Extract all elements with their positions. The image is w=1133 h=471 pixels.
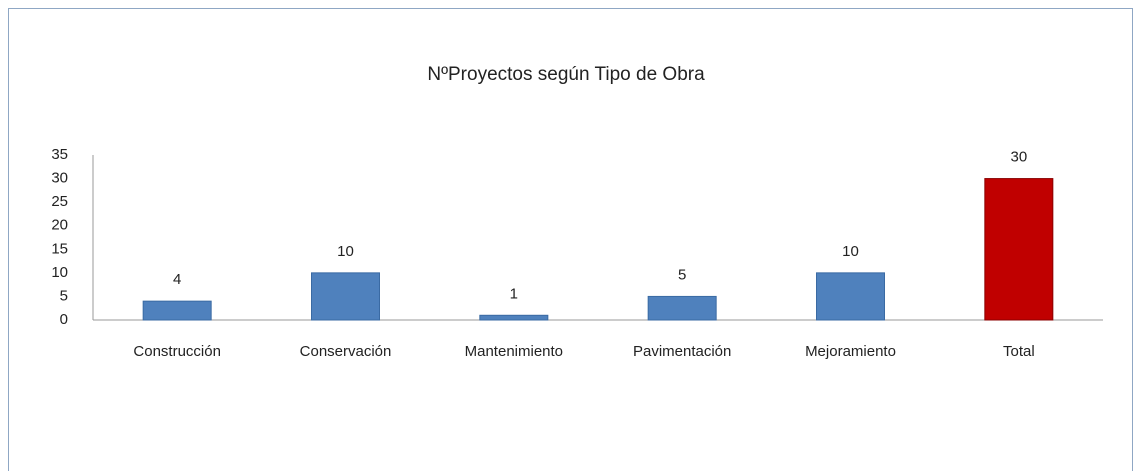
bar: [142, 300, 212, 321]
data-label: 5: [678, 266, 686, 283]
y-tick-label: 15: [51, 240, 68, 257]
y-tick-label: 0: [60, 311, 68, 328]
bar: [311, 272, 380, 321]
data-label: 1: [510, 285, 518, 302]
y-tick-label: 35: [51, 146, 68, 163]
data-label: 10: [337, 243, 354, 260]
x-tick-label: Construcción: [133, 343, 221, 360]
data-label: 30: [1010, 149, 1027, 166]
bar: [984, 178, 1054, 321]
x-tick-label: Conservación: [300, 343, 392, 360]
data-label: 10: [842, 243, 859, 260]
y-tick-label: 20: [51, 217, 68, 234]
data-label: 4: [173, 271, 181, 288]
bar: [647, 295, 717, 321]
bar: [479, 314, 549, 321]
x-tick-label: Mantenimiento: [465, 343, 563, 360]
y-tick-label: 5: [60, 287, 68, 304]
x-tick-label: Pavimentación: [633, 343, 731, 360]
y-tick-label: 30: [51, 170, 68, 187]
y-tick-label: 10: [51, 264, 68, 281]
chart-frame: [8, 8, 1133, 471]
chart-title: NºProyectos según Tipo de Obra: [427, 64, 705, 85]
y-tick-label: 25: [51, 193, 68, 210]
x-tick-label: Total: [1003, 343, 1035, 360]
x-tick-label: Mejoramiento: [805, 343, 896, 360]
bar: [816, 272, 885, 321]
